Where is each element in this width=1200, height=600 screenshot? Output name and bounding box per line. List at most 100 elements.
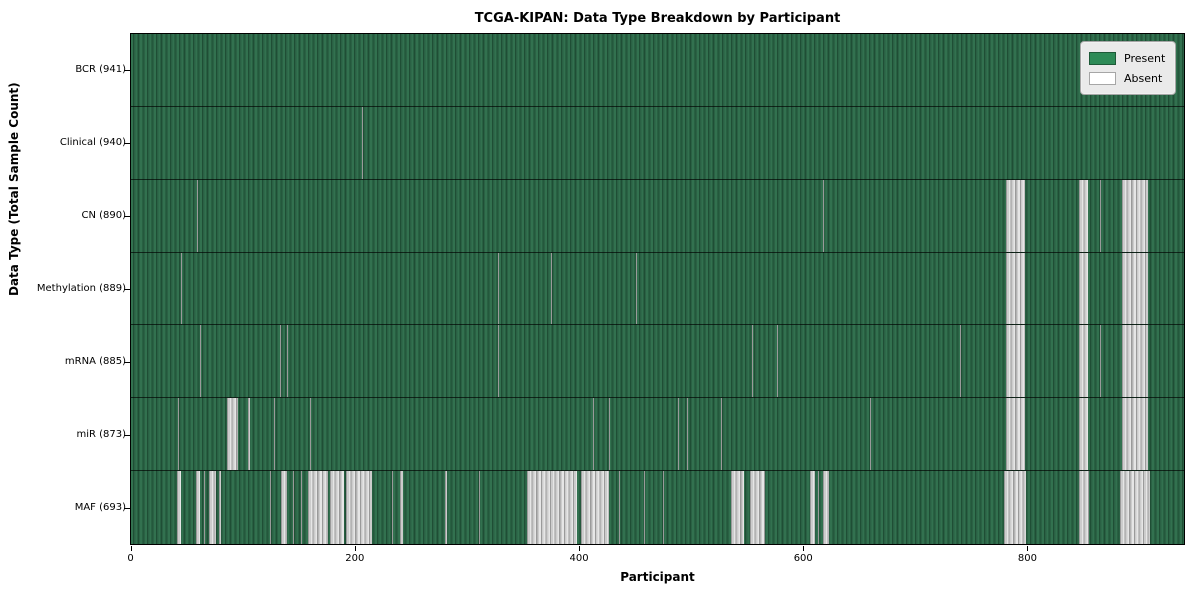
absent-band [301,471,303,544]
absent-band [643,471,645,544]
ytick-label-cn: CN (890) [81,209,126,221]
absent-band [720,398,722,471]
absent-band [219,471,221,544]
legend-label-present: Present [1124,51,1166,65]
absent-band [498,252,500,325]
absent-band [1100,179,1102,252]
absent-band [1006,252,1026,325]
absent-band [1078,471,1089,544]
xtick-mark [130,546,132,551]
ytick-label-methylation: Methylation (889) [36,283,126,294]
xtick-label-800: 800 [1017,553,1038,564]
ytick-label-mrna: mRNA (885) [64,356,126,368]
absent-band [1078,179,1088,252]
ytick-label-bcr: BCR (941) [75,63,126,75]
absent-band [1122,398,1149,471]
absent-band [274,398,276,471]
absent-band [1120,471,1151,544]
absent-band [1006,179,1026,252]
absent-band [752,325,754,398]
absent-band [1122,325,1149,398]
absent-band [248,398,250,471]
absent-band [286,325,288,398]
heatmap-row-mrna [131,325,1184,399]
xtick-label-0: 0 [127,553,134,564]
absent-band [1078,398,1088,471]
legend-label-absent: Absent [1124,71,1163,85]
absent-band [730,471,745,544]
heatmap-row-cn [131,179,1184,253]
absent-band [479,471,481,544]
xtick-mark [579,546,581,551]
absent-band [687,398,689,471]
absent-band [1006,398,1026,471]
absent-band [1100,325,1102,398]
absent-band [822,471,830,544]
absent-band [635,252,637,325]
heatmap-row-clinical [131,106,1184,180]
absent-band [593,398,595,471]
absent-band [527,471,578,544]
absent-band [330,471,344,544]
legend-item-absent: Absent [1089,68,1167,88]
absent-band [498,325,500,398]
absent-band [279,325,281,398]
absent-band [200,325,202,398]
absent-band [960,325,962,398]
absent-band [550,252,552,325]
legend-item-present: Present [1089,48,1167,68]
absent-band [818,471,820,544]
heatmap-row-methylation [131,252,1184,326]
chart-title: TCGA-KIPAN: Data Type Breakdown by Parti… [474,11,841,26]
absent-band [399,471,403,544]
absent-band [203,471,205,544]
absent-band [269,471,271,544]
ytick-mark [124,142,130,144]
absent-band [280,471,287,544]
absent-band [869,398,871,471]
absent-band [293,471,295,544]
absent-band [810,471,815,544]
ytick-mark [124,362,130,364]
heatmap-rows [131,34,1184,544]
ytick-label-clinical: Clinical (940) [59,136,126,148]
absent-band [1078,252,1088,325]
absent-band [1122,252,1149,325]
absent-band [608,398,610,471]
xtick-label-200: 200 [345,553,365,564]
legend: Present Absent [1080,41,1176,95]
ytick-mark [124,508,130,510]
heatmap-row-mir [131,398,1184,472]
xtick-label-600: 600 [793,553,813,564]
absent-band [310,398,312,471]
absent-band [749,471,766,544]
ytick-label-mir: miR (873) [76,429,126,441]
absent-swatch-icon [1089,71,1116,85]
ytick-label-maf: MAF (693) [74,502,126,514]
absent-band [1078,325,1088,398]
absent-band [209,471,217,544]
absent-band [618,471,620,544]
y-axis-label: Data Type (Total Sample Count) [7,82,21,296]
absent-band [227,398,239,471]
absent-band [662,471,664,544]
absent-band [1006,325,1026,398]
absent-band [361,106,363,179]
x-axis-label: Participant [620,570,695,584]
present-swatch-icon [1089,51,1116,65]
xtick-mark [1027,546,1029,551]
absent-band [181,252,183,325]
xtick-mark [354,546,356,551]
heatmap-row-bcr [131,34,1184,107]
absent-band [822,179,824,252]
ytick-mark [124,215,130,217]
absent-band [445,471,447,544]
absent-band [1122,179,1149,252]
absent-band [776,325,778,398]
absent-band [176,471,182,544]
absent-band [307,471,328,544]
xtick-label-400: 400 [569,553,589,564]
absent-band [1003,471,1027,544]
absent-band [391,471,393,544]
